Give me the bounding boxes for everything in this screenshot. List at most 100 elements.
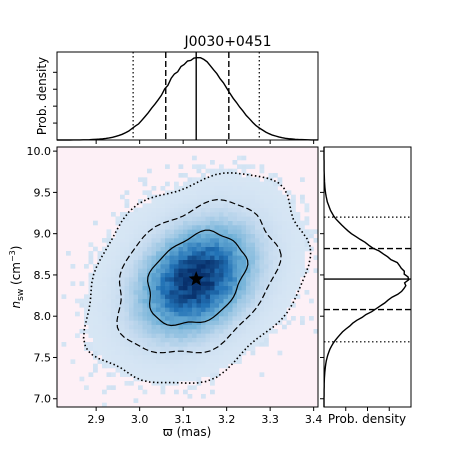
heatmap-cell <box>232 225 238 230</box>
heatmap-cell <box>219 264 224 269</box>
heatmap-cell <box>178 303 184 308</box>
heatmap-cell <box>129 324 134 330</box>
heatmap-cell <box>210 242 215 247</box>
heatmap-cell <box>241 233 247 239</box>
heatmap-cell <box>273 212 278 217</box>
heatmap-cell <box>255 194 260 200</box>
heatmap-cell <box>147 329 152 334</box>
heatmap-cell <box>120 316 125 321</box>
heatmap-cell <box>129 368 134 373</box>
heatmap-cell <box>79 303 85 308</box>
heatmap-cell <box>223 342 229 347</box>
heatmap-cell <box>111 251 116 256</box>
heatmap-cell <box>129 381 134 386</box>
heatmap-cell <box>183 324 188 330</box>
heatmap-cell <box>97 281 103 286</box>
heatmap-cell <box>277 212 283 217</box>
heatmap-cell <box>210 290 215 295</box>
heatmap-cell <box>241 346 247 351</box>
heatmap-cell <box>133 216 139 221</box>
heatmap-cell <box>151 298 157 304</box>
heatmap-cell <box>102 303 107 308</box>
heatmap-cell <box>147 168 152 174</box>
heatmap-cell <box>232 294 238 299</box>
heatmap-cell <box>273 181 278 187</box>
heatmap-cell <box>268 255 274 260</box>
heatmap-cell <box>264 216 269 221</box>
heatmap-cell <box>196 372 202 377</box>
heatmap-cell <box>156 350 161 356</box>
heatmap-cell <box>282 238 287 243</box>
heatmap-cell <box>169 368 175 373</box>
heatmap-cell <box>187 207 193 213</box>
heatmap-cell <box>115 255 121 260</box>
heatmap-cell <box>129 350 134 356</box>
heatmap-cell <box>187 246 193 252</box>
heatmap-cell <box>237 350 242 356</box>
heatmap-cell <box>138 246 143 252</box>
heatmap-cell <box>273 329 278 334</box>
heatmap-cell <box>205 329 211 334</box>
heatmap-cell <box>223 216 229 221</box>
heatmap-cell <box>133 324 139 330</box>
heatmap-cell <box>201 255 206 260</box>
heatmap-cell <box>286 255 292 260</box>
heatmap-cell <box>264 268 269 273</box>
heatmap-cell <box>232 160 238 165</box>
heatmap-cell <box>286 216 292 221</box>
heatmap-cell <box>120 368 125 373</box>
heatmap-cell <box>273 303 278 308</box>
heatmap-cell <box>174 203 179 208</box>
heatmap-cell <box>169 225 175 230</box>
heatmap-cell <box>228 268 233 273</box>
heatmap-cell <box>300 233 305 239</box>
heatmap-cell <box>250 233 256 239</box>
heatmap-cell <box>187 194 193 200</box>
heatmap-cell <box>228 272 233 278</box>
heatmap-cell <box>178 199 184 204</box>
heatmap-cell <box>174 246 179 252</box>
right-marginal-panel: Prob. density <box>320 146 412 426</box>
heatmap-cell <box>124 272 130 278</box>
heatmap-cell <box>286 268 292 273</box>
heatmap-cell <box>169 350 175 356</box>
heatmap-cell <box>174 368 179 373</box>
heatmap-cell <box>241 181 247 187</box>
heatmap-cell <box>165 320 170 325</box>
heatmap-cell <box>268 285 274 291</box>
heatmap-cell <box>147 320 152 325</box>
heatmap-cell <box>178 350 184 356</box>
heatmap-cell <box>300 264 305 269</box>
heatmap-cell <box>255 203 260 208</box>
heatmap-cell <box>201 225 206 230</box>
heatmap-cell <box>223 177 229 182</box>
heatmap-cell <box>97 298 103 304</box>
heatmap-cell <box>246 337 251 343</box>
heatmap-cell <box>291 277 296 282</box>
heatmap-cell <box>106 233 112 239</box>
heatmap-cell <box>106 329 112 334</box>
heatmap-cell <box>291 272 296 278</box>
heatmap-cell <box>129 333 134 338</box>
heatmap-cell <box>165 268 170 273</box>
heatmap-cell <box>255 220 260 226</box>
heatmap-cell <box>219 268 224 273</box>
heatmap-cell <box>232 355 238 360</box>
heatmap-cell <box>187 372 193 377</box>
heatmap-cell <box>232 251 238 256</box>
heatmap-cell <box>183 372 188 377</box>
heatmap-cell <box>210 303 215 308</box>
heatmap-cell <box>124 346 130 351</box>
heatmap-cell <box>291 246 296 252</box>
heatmap-cell <box>201 350 206 356</box>
heatmap-cell <box>70 359 76 364</box>
heatmap-cell <box>187 337 193 343</box>
heatmap-cell <box>160 294 166 299</box>
heatmap-cell <box>255 337 260 343</box>
heatmap-cell <box>169 220 175 226</box>
heatmap-cell <box>133 329 139 334</box>
heatmap-cell <box>133 277 139 282</box>
heatmap-cell <box>147 233 152 239</box>
heatmap-cell <box>241 307 247 312</box>
heatmap-cell <box>223 320 229 325</box>
